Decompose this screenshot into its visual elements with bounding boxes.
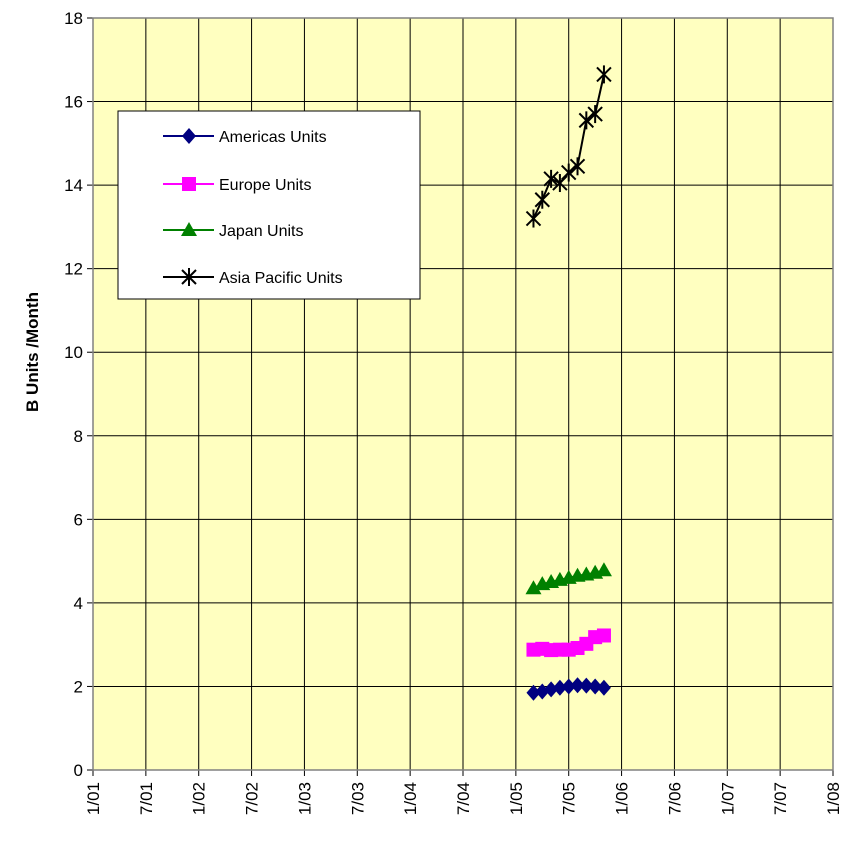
x-tick-label: 7/05 [560,782,579,815]
y-tick-label: 16 [64,93,83,112]
americas-units-point [526,684,541,701]
y-tick-label: 10 [64,343,83,362]
asia-pacific-units-point [552,174,568,193]
y-tick-label: 6 [74,510,83,529]
series-layer [525,65,612,701]
asia-pacific-units-point [534,190,550,209]
x-tick-label: 7/04 [454,782,473,815]
americas-units-point [579,677,594,694]
x-tick-label: 1/03 [295,782,314,815]
x-tick-label: 7/03 [348,782,367,815]
plot-border [92,17,834,771]
y-tick-label: 12 [64,260,83,279]
legend-marker [181,222,197,236]
x-tick-label: 7/06 [665,782,684,815]
americas-units-point [552,679,567,696]
asia-pacific-units-point [596,65,612,84]
legend-label: Japan Units [219,223,304,240]
y-tick-label: 0 [74,761,83,780]
y-tick-label: 18 [64,9,83,28]
asia-pacific-units-point [569,157,586,176]
y-axis-title: B Units /Month [23,292,42,412]
y-tick-label: 14 [64,176,83,195]
x-tick-label: 7/02 [243,782,262,815]
legend-label: Americas Units [219,129,327,146]
japan-units-point [595,562,612,577]
legend-item-asia-pacific-units: Asia Pacific Units [163,268,343,287]
europe-units-point [596,628,611,643]
x-tick-label: 1/08 [824,782,843,815]
legend-item-americas-units: Americas Units [163,128,327,146]
asia-pacific-units-point [587,105,603,124]
americas-units-point [596,679,611,696]
americas-units-point [588,678,603,695]
x-tick-label: 7/07 [771,782,790,815]
legend-box [117,110,421,300]
x-tick-label: 1/01 [84,782,103,815]
x-tick-label: 1/04 [401,782,420,815]
legend-item-europe-units: Europe Units [163,177,312,194]
y-tick-label: 4 [74,594,83,613]
x-tick-label: 1/02 [190,782,209,815]
americas-units-point [561,678,576,695]
x-tick-label: 1/07 [718,782,737,815]
legend-marker [182,128,196,144]
japan-units-point [525,580,542,595]
x-tick-label: 7/01 [137,782,156,815]
americas-units-point [570,677,585,694]
legend-marker [181,268,197,286]
legend: Americas Units Europe Units Japan Units Asi… [117,110,421,300]
y-tick-label: 8 [74,427,83,446]
legend-marker [182,177,196,191]
legend-label: Europe Units [219,177,312,194]
x-tick-label: 1/05 [507,782,526,815]
americas-units-point [544,681,559,698]
asia-pacific-units-point [561,163,577,182]
asia-pacific-units-point [525,209,542,228]
y-tick-label: 2 [74,677,83,696]
legend-label: Asia Pacific Units [219,270,343,287]
asia-pacific-units-point [543,169,559,188]
legend-item-japan-units: Japan Units [163,222,304,240]
asia-pacific-units-point [578,111,595,130]
x-tick-label: 1/06 [613,782,632,815]
